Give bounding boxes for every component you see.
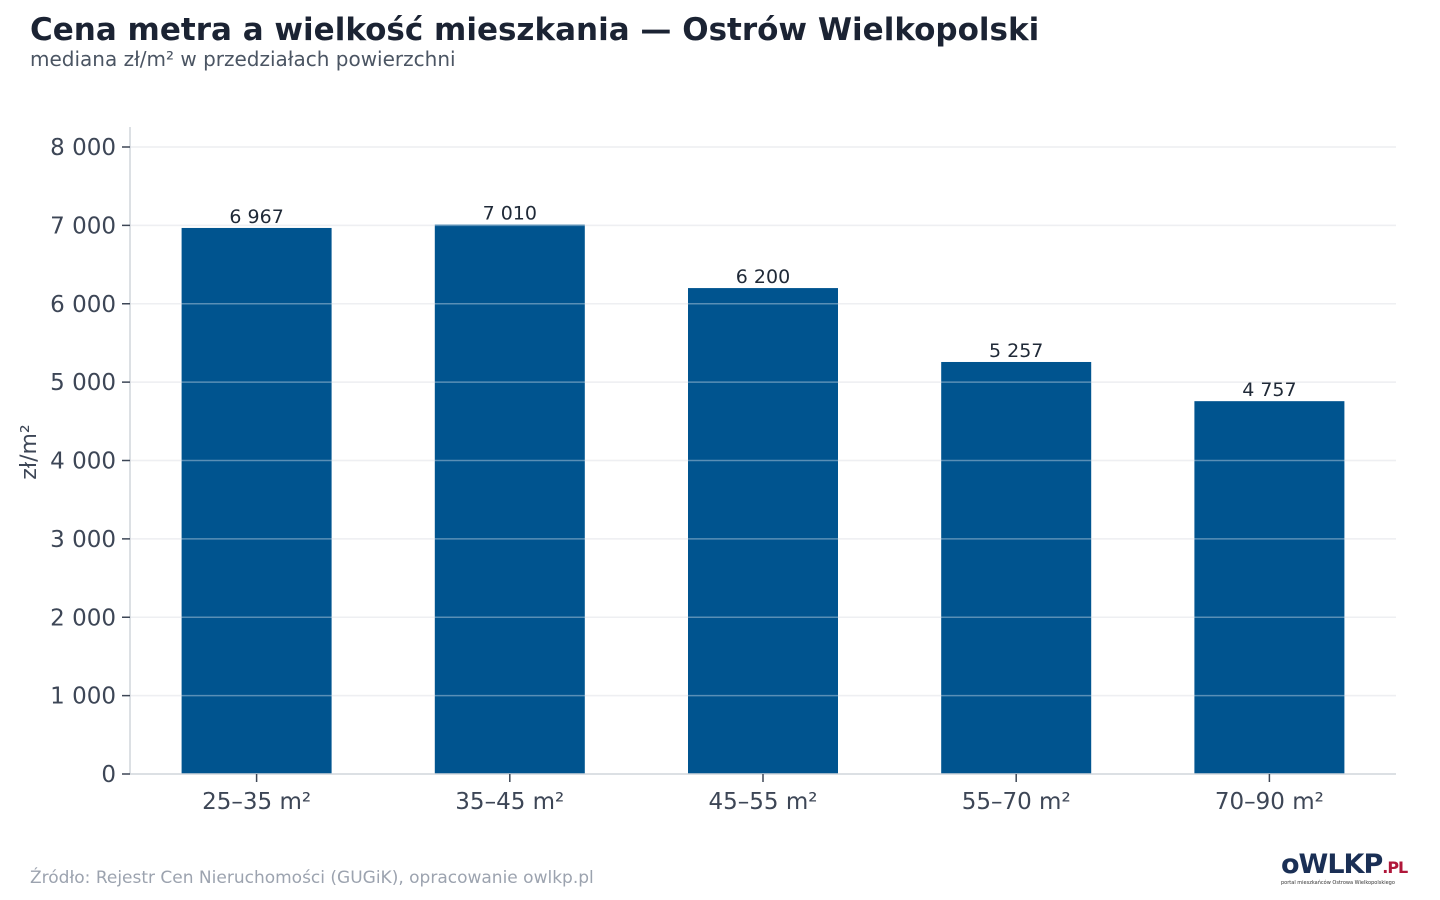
bar-value-label: 4 757 <box>1242 379 1296 401</box>
bar-value-label: 7 010 <box>483 203 537 225</box>
y-tick-label: 1 000 <box>50 684 116 710</box>
owlkp-logo: oWLKP.PL portal mieszkańców Ostrowa Wiel… <box>1281 850 1413 890</box>
bar-gridlines <box>130 146 1396 697</box>
chart-title: Cena metra a wielkość mieszkania — Ostró… <box>30 12 1040 48</box>
y-tick-label: 8 000 <box>50 135 116 161</box>
logo-main-text: oWLKP <box>1281 849 1383 880</box>
x-ticks: 25–35 m² 35–45 m² 45–55 m² 55–70 m² 70–90 m² <box>202 774 1324 815</box>
source-note: Źródło: Rejestr Cen Nieruchomości (GUGiK… <box>30 868 594 888</box>
bar-value-label: 6 200 <box>736 266 790 288</box>
y-ticks: 0 1 000 2 000 3 000 4 000 5 000 6 000 7 000 8 00… <box>50 135 130 788</box>
x-tick-label: 45–55 m² <box>709 789 818 815</box>
x-tick-label: 35–45 m² <box>455 789 564 815</box>
logo-tagline: portal mieszkańców Ostrowa Wielkopolskie… <box>1281 880 1395 886</box>
x-tick-label: 70–90 m² <box>1215 789 1324 815</box>
y-tick-label: 7 000 <box>50 213 116 239</box>
bar-value-label: 6 967 <box>229 206 283 228</box>
x-tick-label: 25–35 m² <box>202 789 311 815</box>
bar <box>181 227 332 775</box>
bars <box>181 224 1345 775</box>
bar <box>688 288 838 774</box>
y-tick-label: 4 000 <box>50 449 116 475</box>
logo-ext-text: .PL <box>1382 858 1408 877</box>
bar <box>941 361 1092 774</box>
y-tick-label: 5 000 <box>50 370 116 396</box>
x-tick-label: 55–70 m² <box>962 789 1071 815</box>
y-tick-label: 0 <box>101 762 116 788</box>
y-tick-label: 2 000 <box>50 605 116 631</box>
bar <box>1194 401 1345 774</box>
y-tick-label: 6 000 <box>50 292 116 318</box>
chart-subtitle: mediana zł/m² w przedziałach powierzchni <box>30 47 456 71</box>
y-tick-label: 3 000 <box>50 527 116 553</box>
y-axis-title: zł/m² <box>17 424 42 479</box>
bar <box>434 224 585 774</box>
logo-wordmark: oWLKP.PL <box>1281 849 1408 883</box>
bar-value-label: 5 257 <box>989 340 1043 362</box>
value-labels: 6 967 7 010 6 200 5 257 4 757 <box>229 203 1296 402</box>
